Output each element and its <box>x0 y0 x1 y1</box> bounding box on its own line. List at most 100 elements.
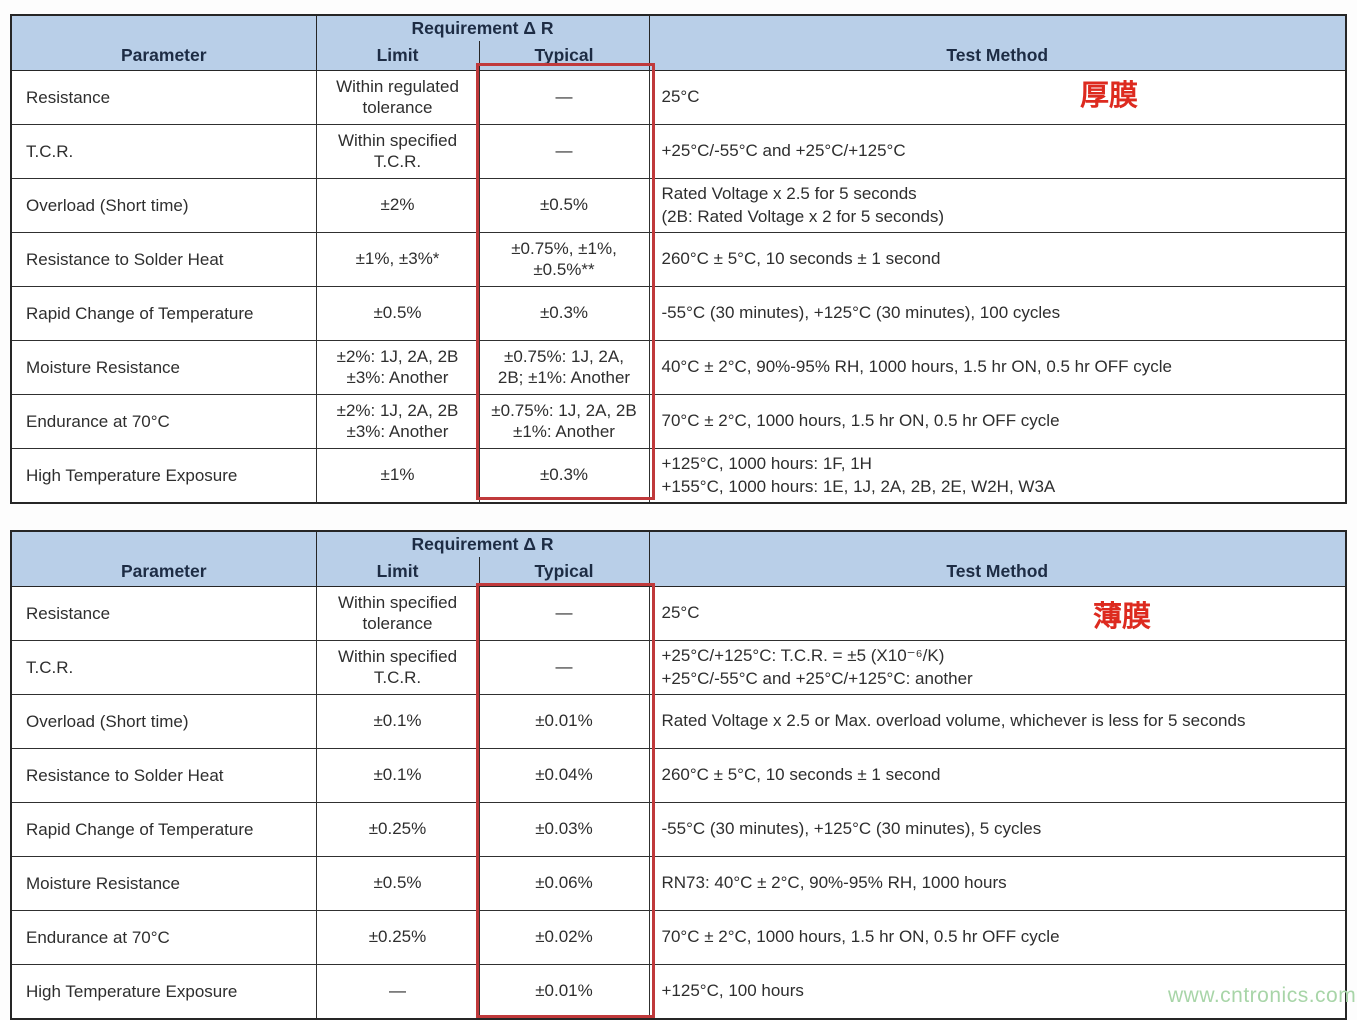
table-row: Overload (Short time) ±0.1% ±0.01% Rated Vo… <box>10 694 1347 749</box>
table-row: Resistance Within specified tolerance —25°… <box>10 586 1347 641</box>
limit-cell: ±1% <box>315 448 480 504</box>
requirements-table-thick: Parameter Requirement Δ R Test Method Li… <box>10 14 1347 504</box>
typical-cell: ±0.06% <box>478 856 650 911</box>
limit-cell: ±2%: 1J, 2A, 2B ±3%: Another <box>315 394 480 449</box>
column-header-typical: Typical <box>478 41 650 71</box>
typical-cell: ±0.75%: 1J, 2A, 2B; ±1%: Another <box>478 340 650 395</box>
limit-cell: ±1%, ±3%* <box>315 232 480 287</box>
parameter-cell: Overload (Short time) <box>10 178 317 233</box>
table-body: Resistance Within specified tolerance —25°… <box>10 586 1347 1020</box>
limit-cell: Within specified tolerance <box>315 586 480 641</box>
thin-film-spec-table: Parameter Requirement Δ R Test Method Li… <box>10 530 1347 1020</box>
test-method-cell: 25°C <box>648 70 1347 125</box>
test-method-cell: Rated Voltage x 2.5 for 5 seconds (2B: R… <box>648 178 1347 233</box>
test-method-cell: +25°C/-55°C and +25°C/+125°C <box>648 124 1347 179</box>
test-method-cell: -55°C (30 minutes), +125°C (30 minutes),… <box>648 286 1347 341</box>
limit-cell: Within specified T.C.R. <box>315 124 480 179</box>
test-method-cell: +25°C/+125°C: T.C.R. = ±5 (X10⁻⁶/K) +25°… <box>648 640 1347 695</box>
parameter-cell: Resistance to Solder Heat <box>10 232 317 287</box>
thin-film-annotation: 薄膜 <box>1089 603 1156 632</box>
limit-cell: Within specified T.C.R. <box>315 640 480 695</box>
parameter-cell: Endurance at 70°C <box>10 394 317 449</box>
parameter-cell: Resistance to Solder Heat <box>10 748 317 803</box>
typical-cell: — <box>478 586 650 641</box>
watermark-text: www.cntronics.com <box>1168 984 1357 1007</box>
typical-cell: ±0.75%, ±1%, ±0.5%** <box>478 232 650 287</box>
parameter-cell: Resistance <box>10 70 317 125</box>
typical-cell: ±0.3% <box>478 448 650 504</box>
typical-cell: — <box>478 124 650 179</box>
table-row: T.C.R. Within specified T.C.R. — +25°C/-55°… <box>10 124 1347 179</box>
parameter-cell: T.C.R. <box>10 640 317 695</box>
typical-cell: ±0.5% <box>478 178 650 233</box>
limit-cell: ±0.25% <box>315 910 480 965</box>
test-method-cell: 260°C ± 5°C, 10 seconds ± 1 second <box>648 748 1347 803</box>
column-header-limit: Limit <box>315 557 480 587</box>
table-header: Parameter Requirement Δ R Test Method Li… <box>10 530 1347 587</box>
limit-cell: ±2% <box>315 178 480 233</box>
typical-cell: ±0.02% <box>478 910 650 965</box>
typical-cell: ±0.75%: 1J, 2A, 2B ±1%: Another <box>478 394 650 449</box>
parameter-cell: High Temperature Exposure <box>10 448 317 504</box>
typical-cell: ±0.01% <box>478 694 650 749</box>
test-method-cell: 70°C ± 2°C, 1000 hours, 1.5 hr ON, 0.5 h… <box>648 394 1347 449</box>
parameter-cell: Rapid Change of Temperature <box>10 286 317 341</box>
limit-cell: ±0.1% <box>315 694 480 749</box>
thick-film-annotation: 厚膜 <box>1076 82 1143 111</box>
table-row: High Temperature Exposure — ±0.01% +125°C, … <box>10 964 1347 1020</box>
test-method-cell: +125°C, 1000 hours: 1F, 1H +155°C, 1000 … <box>648 448 1347 504</box>
column-header-parameter: Parameter <box>10 14 317 71</box>
parameter-cell: Overload (Short time) <box>10 694 317 749</box>
column-header-limit: Limit <box>315 41 480 71</box>
test-method-cell: +125°C, 100 hours <box>648 964 1347 1020</box>
table-row: Rapid Change of Temperature ±0.5% ±0.3% -55… <box>10 286 1347 341</box>
column-header-requirement-delta-r: Requirement Δ R <box>315 530 650 557</box>
table-row: T.C.R. Within specified T.C.R. — +25°C/+125… <box>10 640 1347 695</box>
limit-cell: ±0.5% <box>315 856 480 911</box>
table-body: Resistance Within regulated tolerance —25°… <box>10 70 1347 504</box>
typical-cell: ±0.3% <box>478 286 650 341</box>
parameter-cell: High Temperature Exposure <box>10 964 317 1020</box>
limit-cell: ±2%: 1J, 2A, 2B ±3%: Another <box>315 340 480 395</box>
test-method-cell: 40°C ± 2°C, 90%-95% RH, 1000 hours, 1.5 … <box>648 340 1347 395</box>
limit-cell: ±0.1% <box>315 748 480 803</box>
table-row: Moisture Resistance ±0.5% ±0.06% RN73: 40°C… <box>10 856 1347 911</box>
requirements-table-thin: Parameter Requirement Δ R Test Method Li… <box>10 530 1347 1020</box>
column-header-test-method: Test Method <box>648 530 1347 587</box>
test-method-cell: 70°C ± 2°C, 1000 hours, 1.5 hr ON, 0.5 h… <box>648 910 1347 965</box>
typical-cell: ±0.03% <box>478 802 650 857</box>
typical-cell: — <box>478 640 650 695</box>
column-header-parameter: Parameter <box>10 530 317 587</box>
table-row: Resistance to Solder Heat ±1%, ±3%* ±0.75%… <box>10 232 1347 287</box>
limit-cell: ±0.25% <box>315 802 480 857</box>
limit-cell: — <box>315 964 480 1020</box>
table-row: Endurance at 70°C ±0.25% ±0.02% 70°C ± 2°C,… <box>10 910 1347 965</box>
typical-cell: ±0.01% <box>478 964 650 1020</box>
typical-cell: ±0.04% <box>478 748 650 803</box>
limit-cell: Within regulated tolerance <box>315 70 480 125</box>
parameter-cell: Resistance <box>10 586 317 641</box>
test-method-cell: -55°C (30 minutes), +125°C (30 minutes),… <box>648 802 1347 857</box>
column-header-test-method: Test Method <box>648 14 1347 71</box>
test-method-cell: RN73: 40°C ± 2°C, 90%-95% RH, 1000 hours <box>648 856 1347 911</box>
limit-cell: ±0.5% <box>315 286 480 341</box>
table-row: Resistance Within regulated tolerance —25°… <box>10 70 1347 125</box>
table-header: Parameter Requirement Δ R Test Method Li… <box>10 14 1347 71</box>
test-method-cell: 25°C <box>648 586 1347 641</box>
typical-cell: — <box>478 70 650 125</box>
thick-film-spec-table: Parameter Requirement Δ R Test Method Li… <box>10 14 1347 504</box>
parameter-cell: Rapid Change of Temperature <box>10 802 317 857</box>
test-method-cell: Rated Voltage x 2.5 or Max. overload vol… <box>648 694 1347 749</box>
column-header-typical: Typical <box>478 557 650 587</box>
table-row: Overload (Short time) ±2% ±0.5% Rated Volta… <box>10 178 1347 233</box>
test-method-cell: 260°C ± 5°C, 10 seconds ± 1 second <box>648 232 1347 287</box>
table-row: Rapid Change of Temperature ±0.25% ±0.03% -… <box>10 802 1347 857</box>
parameter-cell: Moisture Resistance <box>10 856 317 911</box>
table-row: Moisture Resistance ±2%: 1J, 2A, 2B ±3%: … <box>10 340 1347 395</box>
parameter-cell: Endurance at 70°C <box>10 910 317 965</box>
column-header-requirement-delta-r: Requirement Δ R <box>315 14 650 41</box>
parameter-cell: T.C.R. <box>10 124 317 179</box>
table-row: Resistance to Solder Heat ±0.1% ±0.04% 260°… <box>10 748 1347 803</box>
table-row: Endurance at 70°C ±2%: 1J, 2A, 2B ±3%: An… <box>10 394 1347 449</box>
